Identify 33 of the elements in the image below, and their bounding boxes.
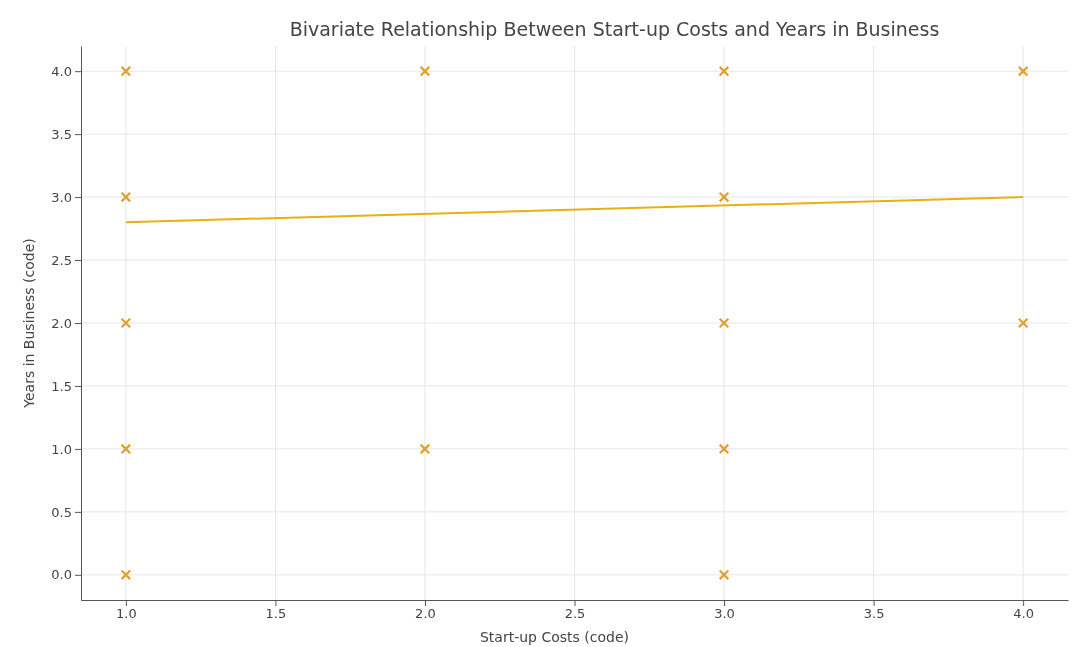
y-tick-label: 0.5 xyxy=(51,504,72,520)
chart-title: Bivariate Relationship Between Start-up Costs and Years in Business xyxy=(289,18,940,40)
point xyxy=(120,569,132,581)
y-tick-label: 2.0 xyxy=(51,315,72,331)
point xyxy=(419,443,431,455)
y-tick-label: 4.0 xyxy=(51,63,72,79)
x-axis-title: Start-up Costs (code) xyxy=(479,629,630,645)
y-tick-label: 1.0 xyxy=(51,441,72,457)
point xyxy=(120,65,132,77)
y-axis-title: Years in Business (code) xyxy=(21,238,37,409)
point xyxy=(120,317,132,329)
y-tick-label: 3.0 xyxy=(51,189,72,205)
x-tick-label: 1.0 xyxy=(116,606,137,622)
y-tick-label: 3.5 xyxy=(51,126,72,142)
point xyxy=(718,569,730,581)
x-tick-label: 2.5 xyxy=(564,606,586,622)
point xyxy=(718,317,730,329)
point xyxy=(120,191,132,203)
x-tick-label: 1.5 xyxy=(265,606,287,622)
x-tick-label: 4.0 xyxy=(1013,606,1034,622)
point xyxy=(718,191,730,203)
point xyxy=(1017,317,1029,329)
point xyxy=(718,443,730,455)
x-tick-label: 3.0 xyxy=(714,606,735,622)
point xyxy=(419,65,431,77)
y-tick-label: 1.5 xyxy=(51,378,72,394)
x-tick-label: 3.5 xyxy=(863,606,885,622)
point xyxy=(718,65,730,77)
y-tick-label: 0.0 xyxy=(51,567,72,583)
x-tick-label: 2.0 xyxy=(415,606,436,622)
point xyxy=(1017,65,1029,77)
point xyxy=(120,443,132,455)
y-tick-label: 2.5 xyxy=(51,252,72,268)
